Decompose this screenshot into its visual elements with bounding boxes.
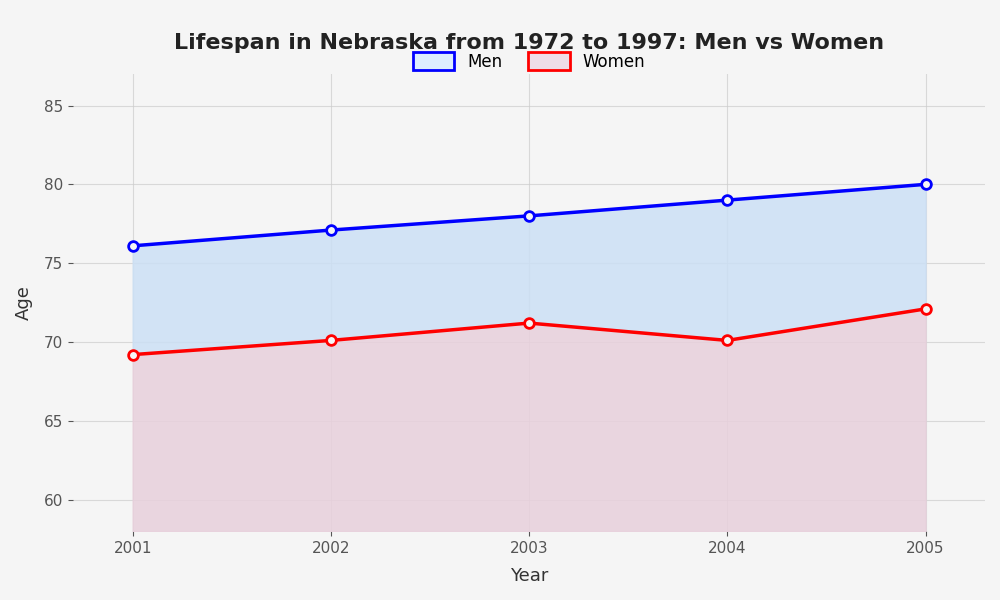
X-axis label: Year: Year	[510, 567, 548, 585]
Title: Lifespan in Nebraska from 1972 to 1997: Men vs Women: Lifespan in Nebraska from 1972 to 1997: …	[174, 33, 884, 53]
Y-axis label: Age: Age	[15, 285, 33, 320]
Legend: Men, Women: Men, Women	[406, 46, 652, 77]
